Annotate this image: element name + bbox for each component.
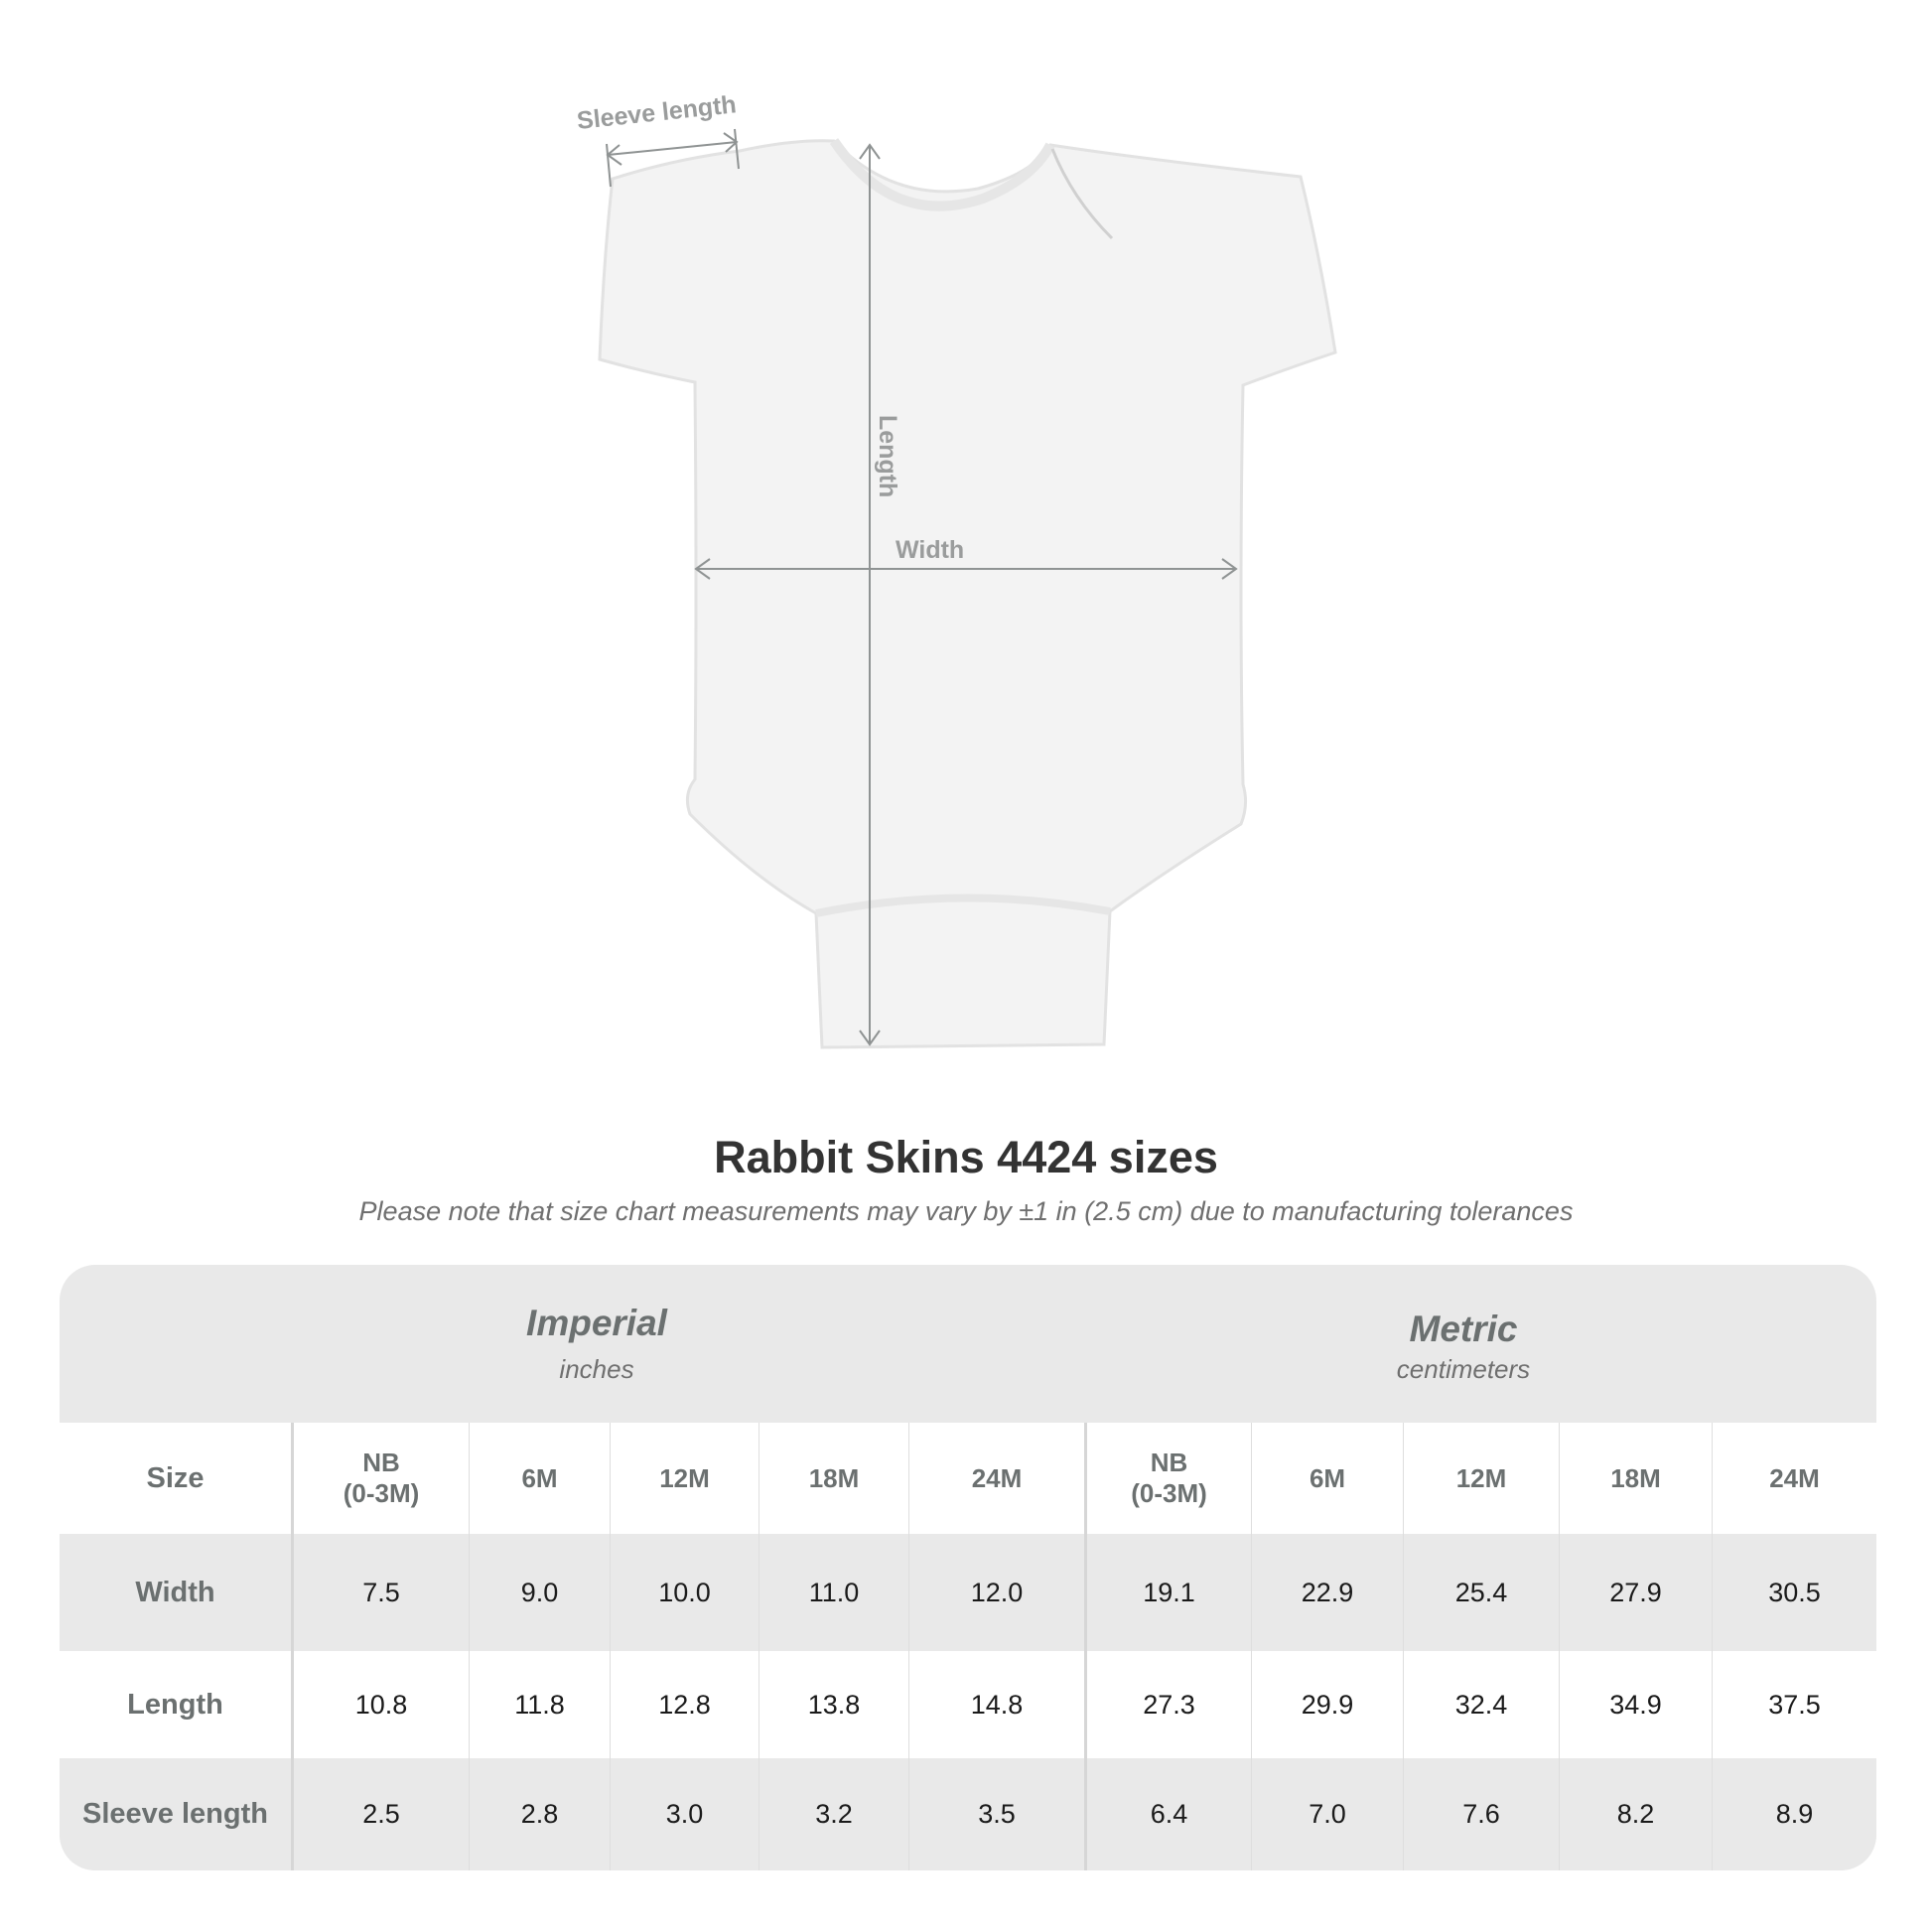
table-cell: 12.0 [908, 1534, 1084, 1651]
table-row: Sleeve length 2.5 2.8 3.0 3.2 3.5 6.4 7.0 7.6 8.2… [60, 1758, 1876, 1870]
table-cell: 3.5 [908, 1758, 1084, 1870]
table-cell: 8.9 [1712, 1758, 1876, 1870]
table-cell: 6.4 [1084, 1758, 1251, 1870]
table-cell: 7.0 [1251, 1758, 1403, 1870]
size-header-row: Size NB (0-3M) 6M 12M 18M 24M NB (0-3M) 6M 12M 18… [60, 1423, 1876, 1534]
size-column-header: NB (0-3M) [291, 1423, 469, 1534]
table-cell: 37.5 [1712, 1651, 1876, 1758]
metric-title: Metric [1409, 1309, 1518, 1349]
imperial-unit: inches [559, 1354, 634, 1384]
table-cell: 3.0 [610, 1758, 759, 1870]
table-cell: 19.1 [1084, 1534, 1251, 1651]
size-column-header: 6M [469, 1423, 610, 1534]
table-cell: 34.9 [1559, 1651, 1712, 1758]
table-cell: 27.3 [1084, 1651, 1251, 1758]
table-cell: 27.9 [1559, 1534, 1712, 1651]
table-cell: 11.0 [759, 1534, 908, 1651]
tolerance-note: Please note that size chart measurements… [358, 1196, 1574, 1226]
imperial-title: Imperial [526, 1303, 667, 1343]
table-row: Width 7.5 9.0 10.0 11.0 12.0 19.1 22.9 25.4 27.9 3… [60, 1534, 1876, 1651]
table-cell: 3.2 [759, 1758, 908, 1870]
imperial-header: Imperial inches [348, 1303, 845, 1385]
size-column-header: 12M [1403, 1423, 1559, 1534]
table-cell: 11.8 [469, 1651, 610, 1758]
table-cell: 2.5 [291, 1758, 469, 1870]
table-cell: 29.9 [1251, 1651, 1403, 1758]
width-label: Width [896, 536, 964, 564]
table-cell: 12.8 [610, 1651, 759, 1758]
row-label: Width [135, 1576, 215, 1608]
table-cell: 2.8 [469, 1758, 610, 1870]
table-row: Length 10.8 11.8 12.8 13.8 14.8 27.3 29.9 32.4 34… [60, 1651, 1876, 1758]
table-cell: 7.6 [1403, 1758, 1559, 1870]
table-cell: 32.4 [1403, 1651, 1559, 1758]
table-cell: 30.5 [1712, 1534, 1876, 1651]
row-label: Size [146, 1461, 205, 1494]
table-cell: 7.5 [291, 1534, 469, 1651]
table-cell: 9.0 [469, 1534, 610, 1651]
table-cell: 22.9 [1251, 1534, 1403, 1651]
sleeve-length-label: Sleeve length [576, 90, 738, 135]
size-column-header: 24M [908, 1423, 1084, 1534]
metric-unit: centimeters [1396, 1354, 1531, 1384]
page-title: Rabbit Skins 4424 sizes [714, 1132, 1218, 1182]
bodysuit-illustration [598, 138, 1337, 1049]
size-column-header: 12M [610, 1423, 759, 1534]
size-column-header: 6M [1251, 1423, 1403, 1534]
row-label: Length [127, 1688, 223, 1721]
size-column-header: 18M [1559, 1423, 1712, 1534]
table-cell: 10.8 [291, 1651, 469, 1758]
sleeve-arrow [606, 128, 740, 188]
metric-header: Metric centimeters [1215, 1309, 1712, 1385]
row-label: Sleeve length [82, 1798, 268, 1830]
width-arrow [694, 558, 1238, 580]
table-cell: 13.8 [759, 1651, 908, 1758]
table-cell: 14.8 [908, 1651, 1084, 1758]
table-cell: 8.2 [1559, 1758, 1712, 1870]
size-column-header: 18M [759, 1423, 908, 1534]
table-cell: 10.0 [610, 1534, 759, 1651]
size-column-header: NB (0-3M) [1084, 1423, 1251, 1534]
bodysuit-diagram: Sleeve length Length Width [576, 90, 1337, 1049]
length-arrow [859, 143, 881, 1046]
size-column-header: 24M [1712, 1423, 1876, 1534]
table-cell: 25.4 [1403, 1534, 1559, 1651]
length-label: Length [874, 415, 901, 497]
size-chart-table: Imperial inches Metric centimeters Size N… [60, 1265, 1876, 1870]
